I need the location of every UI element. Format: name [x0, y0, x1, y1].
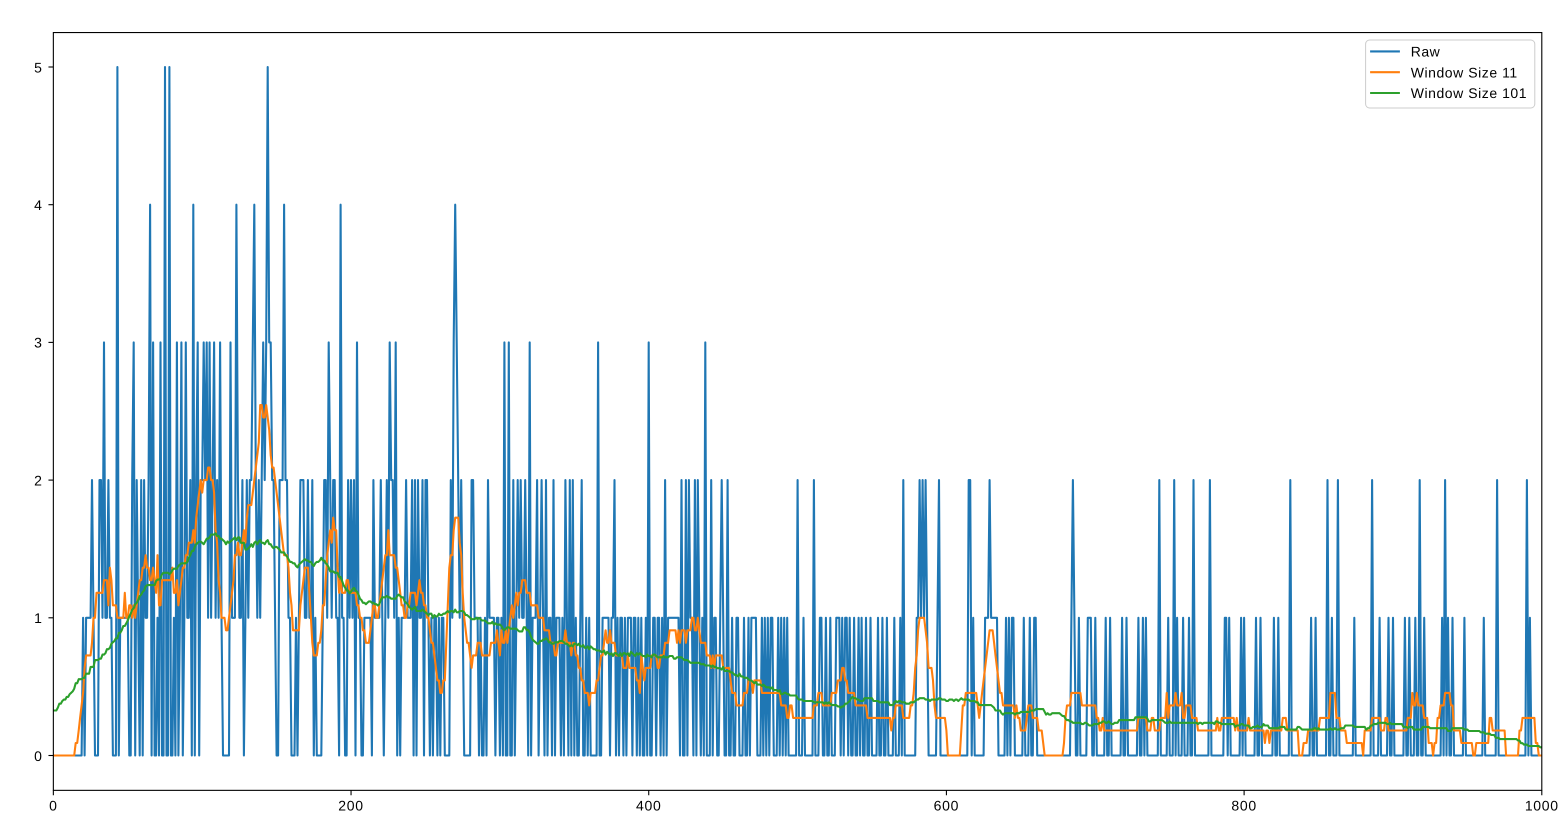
svg-text:0: 0	[49, 798, 58, 814]
svg-text:2: 2	[34, 472, 43, 488]
svg-text:1000: 1000	[1525, 798, 1559, 814]
svg-text:1: 1	[34, 610, 43, 626]
svg-text:600: 600	[934, 798, 959, 814]
svg-text:3: 3	[34, 335, 43, 351]
svg-text:800: 800	[1231, 798, 1256, 814]
svg-text:5: 5	[34, 59, 43, 75]
svg-text:0: 0	[34, 748, 43, 764]
svg-text:200: 200	[338, 798, 363, 814]
svg-text:Window Size 101: Window Size 101	[1411, 85, 1527, 101]
svg-text:Window Size 11: Window Size 11	[1411, 64, 1518, 80]
svg-text:400: 400	[636, 798, 661, 814]
svg-text:Raw: Raw	[1411, 44, 1441, 60]
svg-text:4: 4	[34, 197, 43, 213]
